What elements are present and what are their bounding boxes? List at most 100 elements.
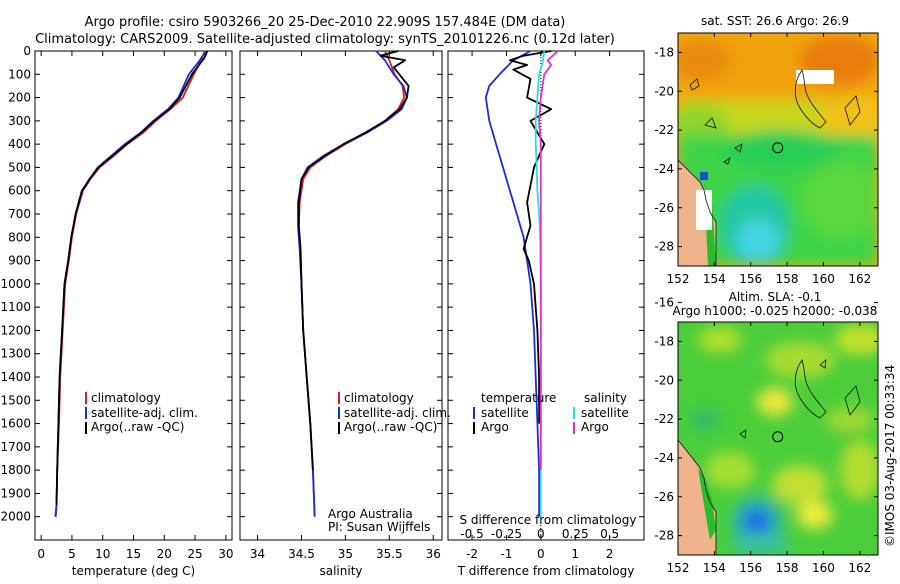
figure-title-line-1: Argo profile: csiro 5903266_20 25-Dec-20… xyxy=(85,15,566,30)
salinity-diff-tick-label: -0.25 xyxy=(491,527,522,541)
coastline xyxy=(678,159,717,266)
x-tick-label: 25 xyxy=(187,547,202,561)
salinity-diff-axis-title: S difference from climatology xyxy=(460,513,637,527)
y-tick-label: -16 xyxy=(654,296,674,310)
plot-area xyxy=(447,50,645,541)
salinity-diff-tick-label: 0.5 xyxy=(600,527,619,541)
x-tick-label: 15 xyxy=(126,547,141,561)
y-tick-label: -26 xyxy=(654,490,674,504)
salinity-diff-tick-label: 0 xyxy=(537,527,545,541)
y-tick-label: 1100 xyxy=(0,300,31,314)
sla-map-title: Altim. SLA: -0.1 xyxy=(729,290,822,304)
x-tick-label: 152 xyxy=(667,561,690,575)
y-tick-label: 1700 xyxy=(0,440,31,454)
y-tick-label: -28 xyxy=(654,240,674,254)
no-data-patch xyxy=(696,190,712,230)
x-tick-label: 30 xyxy=(218,547,233,561)
y-tick-label: 900 xyxy=(8,254,31,268)
y-tick-label: 300 xyxy=(8,114,31,128)
y-tick-label: -24 xyxy=(654,451,674,465)
y-tick-label: -22 xyxy=(654,412,674,426)
legend-label-temp-argo: Argo xyxy=(481,420,509,434)
x-axis-title: T difference from climatology xyxy=(457,564,635,578)
sla-map-subtitle: Argo h1000: -0.025 h2000: -0.038 xyxy=(673,304,878,318)
land xyxy=(678,440,716,555)
x-axis-title: temperature (deg C) xyxy=(72,564,195,578)
x-tick-label: 34 xyxy=(250,547,265,561)
credit-line-1: Argo Australia xyxy=(328,507,413,521)
y-tick-label: 1000 xyxy=(0,277,31,291)
difference-panel: -2 -1 0 1 2 T difference from climatology -0.5… xyxy=(447,50,645,578)
y-tick-label: 1300 xyxy=(0,347,31,361)
y-tick-label: 0 xyxy=(23,44,31,58)
y-tick-label: 1600 xyxy=(0,417,31,431)
x-tick-label: 0 xyxy=(37,547,45,561)
x-tick-label: 20 xyxy=(157,547,172,561)
y-tick-label: -18 xyxy=(654,45,674,59)
salinity-legend: climatology satellite-adj. clim. Argo(..… xyxy=(328,391,451,534)
y-tick-label: 700 xyxy=(8,207,31,221)
y-tick-label: 1800 xyxy=(0,463,31,477)
x-tick-label: 5 xyxy=(68,547,76,561)
credit-line-2: PI: Susan Wijffels xyxy=(328,520,430,534)
legend-label-argo: Argo(..raw -QC) xyxy=(91,420,184,434)
sla-map: 152 154 156 158 160 162 -16 -18 -20 -22 -24 -26 -28 xyxy=(654,296,879,575)
series-line-temperature-argo xyxy=(508,50,553,424)
coast-green xyxy=(698,468,716,540)
legend-label-sal-satellite: satellite xyxy=(581,406,629,420)
y-tick-label: -20 xyxy=(654,373,674,387)
y-tick-label: -26 xyxy=(654,201,674,215)
x-tick-label: 160 xyxy=(812,272,835,286)
coastline xyxy=(689,78,861,165)
x-tick-label: 10 xyxy=(95,547,110,561)
legend-label-satellite: satellite-adj. clim. xyxy=(91,406,198,420)
x-tick-label: 0 xyxy=(537,547,545,561)
series-line-salinity-argo xyxy=(538,50,559,471)
temperature-legend: climatology satellite-adj. clim. Argo(..… xyxy=(85,391,198,434)
no-data-patch xyxy=(796,70,834,84)
plot-area xyxy=(239,50,443,541)
temperature-panel: 0 5 10 15 20 25 300100200300400500600700800900… xyxy=(0,44,233,578)
y-tick-label: 100 xyxy=(8,67,31,81)
x-tick-label: 154 xyxy=(703,272,726,286)
x-tick-label: 35 xyxy=(338,547,353,561)
x-tick-label: 158 xyxy=(776,561,799,575)
x-tick-label: 2 xyxy=(606,547,614,561)
salinity-panel: 34 34.5 35 35.5 36 salinity xyxy=(239,50,443,578)
plot-area xyxy=(34,50,233,541)
y-tick-label: 1500 xyxy=(0,393,31,407)
figure-title-line-2: Climatology: CARS2009. Satellite-adjuste… xyxy=(35,32,615,47)
y-tick-label: -28 xyxy=(654,529,674,543)
series-line-argo-raw-qc xyxy=(297,50,410,471)
legend-label-argo: Argo(..raw -QC) xyxy=(344,420,437,434)
x-tick-label: 162 xyxy=(848,272,871,286)
x-tick-label: -1 xyxy=(500,547,512,561)
y-tick-label: 1900 xyxy=(0,486,31,500)
y-tick-label: 800 xyxy=(8,230,31,244)
x-axis-title: salinity xyxy=(319,564,362,578)
sst-map: 152 154 156 158 160 162 -18 -20 -22 -24 -26 -28 xyxy=(654,32,879,286)
x-tick-label: 156 xyxy=(739,561,762,575)
y-tick-label: -22 xyxy=(654,123,674,137)
y-tick-label: 400 xyxy=(8,137,31,151)
x-tick-label: 160 xyxy=(812,561,835,575)
salinity-diff-tick-label: 0.25 xyxy=(562,527,589,541)
coastline xyxy=(739,359,861,439)
x-tick-label: 154 xyxy=(703,561,726,575)
y-tick-label: 500 xyxy=(8,160,31,174)
y-tick-label: 2000 xyxy=(0,510,31,524)
x-tick-label: 36 xyxy=(426,547,441,561)
legend-label-satellite: satellite-adj. clim. xyxy=(344,406,451,420)
y-tick-label: 1400 xyxy=(0,370,31,384)
x-tick-label: 35.5 xyxy=(376,547,403,561)
x-tick-label: -2 xyxy=(466,547,478,561)
y-tick-label: 1200 xyxy=(0,323,31,337)
legend-header-temperature: temperature xyxy=(481,391,556,405)
y-tick-label: -18 xyxy=(654,334,674,348)
x-tick-label: 162 xyxy=(848,561,871,575)
x-tick-label: 152 xyxy=(667,272,690,286)
x-tick-label: 1 xyxy=(571,547,579,561)
x-tick-label: 156 xyxy=(739,272,762,286)
legend-label-climatology: climatology xyxy=(91,391,161,405)
